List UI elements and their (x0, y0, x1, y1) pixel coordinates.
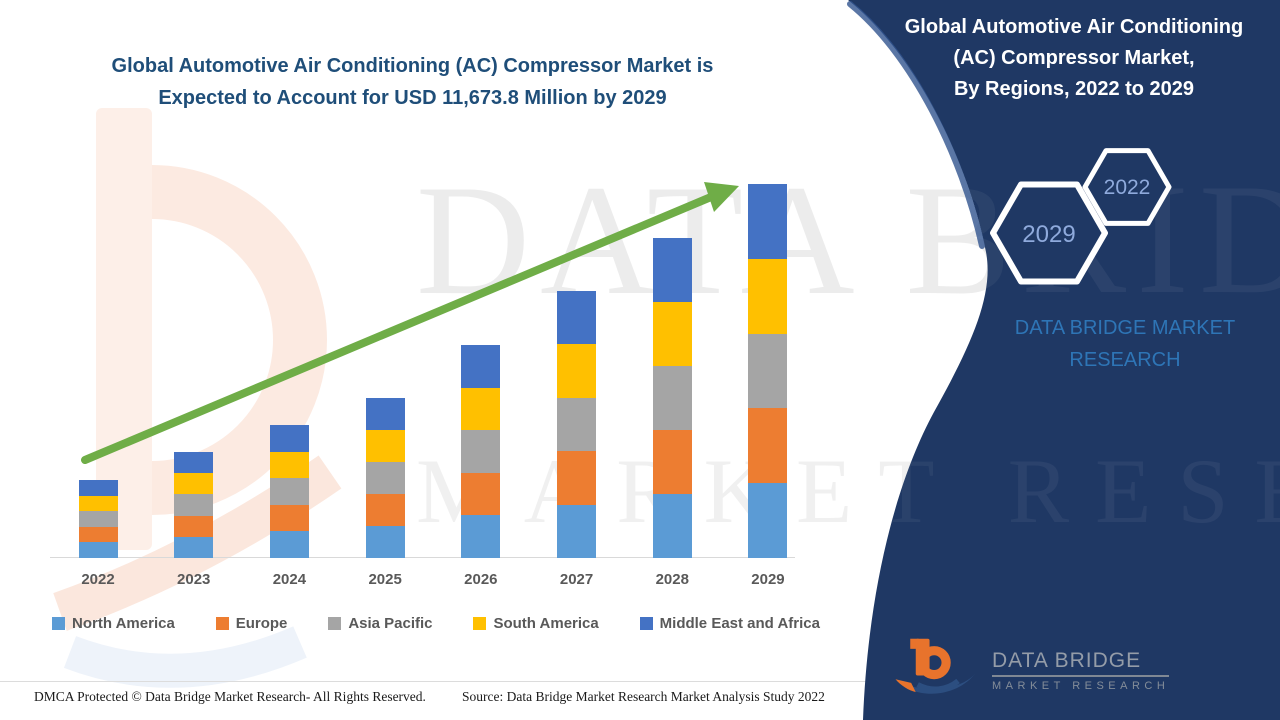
legend-swatch (639, 617, 653, 630)
bar-2029 (748, 184, 788, 558)
x-axis-label: 2023 (177, 571, 211, 588)
legend-item-south-america: South America (473, 615, 599, 632)
segment-2027-south-america (557, 344, 597, 398)
bar-2027 (557, 290, 597, 558)
segment-2025-north-america (365, 525, 405, 558)
segment-2028-middle-east-and-africa (652, 237, 692, 302)
page-title-line1: Global Automotive Air Conditioning (AC) … (111, 55, 714, 77)
segment-2023-north-america (174, 536, 214, 558)
bar-2023 (174, 451, 214, 558)
brand-name: DATA BRIDGE MARKET RESEARCH (1014, 317, 1236, 371)
segment-2024-asia-pacific (269, 478, 309, 505)
panel-title: Global Automotive Air Conditioning (AC) … (872, 12, 1276, 105)
panel-title-line3: By Regions, 2022 to 2029 (953, 78, 1195, 100)
dbmr-logo: DATA BRIDGE MARKET RESEARCH (890, 632, 1170, 708)
panel-title-line2: (AC) Compressor Market, (953, 47, 1195, 69)
segment-2022-south-america (78, 495, 118, 512)
panel-title-line1: Global Automotive Air Conditioning (904, 16, 1244, 38)
footer: DMCA Protected © Data Bridge Market Rese… (0, 681, 866, 720)
segment-2022-north-america (78, 542, 118, 558)
segment-2022-europe (78, 526, 118, 543)
segment-2024-middle-east-and-africa (269, 425, 309, 452)
x-axis-label: 2029 (751, 571, 785, 588)
segment-2024-europe (269, 504, 309, 532)
bar-2024 (269, 425, 309, 559)
panel-shape (848, 0, 1280, 720)
hexagon-2029-badge (990, 181, 1108, 285)
panel-edge-highlight (847, 1, 985, 249)
segment-2028-asia-pacific (652, 365, 692, 430)
source-text: Source: Data Bridge Market Research Mark… (462, 689, 825, 704)
segment-2026-middle-east-and-africa (461, 344, 501, 388)
legend-item-asia-pacific: Asia Pacific (328, 615, 433, 632)
segment-2023-europe (174, 515, 214, 537)
legend-swatch (52, 617, 65, 630)
x-axis-label: 2022 (81, 571, 115, 588)
legend-label: Europe (235, 615, 288, 632)
segment-2027-north-america (557, 504, 597, 558)
segment-2024-north-america (269, 531, 309, 559)
segment-2023-south-america (174, 473, 214, 495)
segment-2022-asia-pacific (78, 511, 118, 527)
segment-2027-middle-east-and-africa (557, 290, 597, 345)
svg-text:MARKET RESEARCH: MARKET RESEARCH (416, 440, 1280, 542)
legend-label: Asia Pacific (348, 615, 433, 632)
segment-2028-europe (652, 430, 692, 495)
legend-label: Middle East and Africa (659, 615, 820, 632)
logo-subtitle: MARKET RESEARCH (992, 679, 1170, 692)
segment-2026-north-america (461, 515, 501, 558)
hexagon-2022-badge (1082, 148, 1172, 226)
segment-2023-middle-east-and-africa (174, 451, 214, 474)
legend-swatch (473, 617, 487, 630)
chart-legend: North America Europe Asia Pacific South Ame… (52, 615, 820, 632)
x-axis-line (50, 557, 795, 558)
x-axis-label: 2025 (368, 571, 402, 588)
segment-2022-middle-east-and-africa (78, 480, 118, 496)
legend-label: North America (72, 615, 175, 632)
segment-2029-middle-east-and-africa (748, 184, 788, 259)
segment-2028-north-america (652, 494, 692, 559)
segment-2026-europe (461, 472, 501, 516)
bar-2028 (652, 237, 692, 559)
dbmr-logo-icon (895, 638, 977, 694)
legend-swatch (215, 617, 229, 630)
segment-2029-north-america (748, 483, 788, 558)
segment-2024-south-america (269, 451, 309, 479)
x-axis-label: 2024 (272, 571, 307, 588)
x-axis-label: 2028 (655, 571, 689, 588)
segment-2029-asia-pacific (748, 333, 788, 409)
hexagon-2022-label: 2022 (1104, 176, 1151, 199)
segment-2025-middle-east-and-africa (365, 397, 405, 430)
page-title-line2: Expected to Account for USD 11,673.8 Mil… (158, 87, 667, 110)
x-axis-label: 2027 (559, 571, 594, 588)
segment-2026-south-america (461, 387, 501, 431)
legend-item-north-america: North America (52, 615, 175, 632)
copyright-text: DMCA Protected © Data Bridge Market Rese… (34, 689, 426, 704)
legend-item-europe: Europe (215, 615, 288, 632)
segment-2025-europe (365, 493, 405, 526)
legend-item-middle-east-and-africa: Middle East and Africa (639, 615, 820, 632)
x-axis-label: 2026 (464, 571, 498, 588)
hexagon-2029-label: 2029 (1022, 221, 1075, 248)
legend-swatch (328, 617, 342, 630)
legend-label: South America (493, 615, 599, 632)
segment-2029-europe (748, 408, 788, 484)
bar-2025 (365, 397, 405, 558)
segment-2027-europe (557, 451, 597, 505)
segment-2026-asia-pacific (461, 430, 501, 473)
segment-2023-asia-pacific (174, 494, 214, 516)
bar-2026 (461, 344, 501, 558)
bar-2022 (78, 480, 118, 558)
segment-2029-south-america (748, 258, 788, 334)
segment-2028-south-america (652, 301, 692, 366)
logo-title: DATA BRIDGE (992, 649, 1170, 677)
segment-2025-south-america (365, 429, 405, 462)
page-title: Global Automotive Air Conditioning (AC) … (40, 50, 785, 115)
segment-2027-asia-pacific (557, 397, 597, 452)
segment-2025-asia-pacific (365, 461, 405, 494)
